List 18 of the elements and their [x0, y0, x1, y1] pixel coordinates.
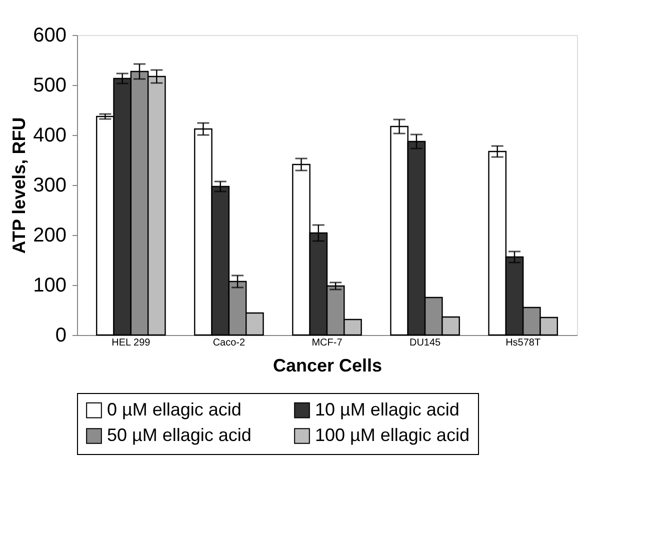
y-tick-label: 200 — [33, 224, 66, 246]
y-tick-label: 400 — [33, 124, 66, 146]
legend-label: 0 µM ellagic acid — [107, 399, 242, 420]
x-tick-label: DU145 — [409, 338, 442, 348]
x-tick-label: Caco-2 — [212, 338, 246, 348]
legend-label: 10 µM ellagic acid — [315, 399, 460, 420]
y-tick-label: 300 — [33, 174, 66, 196]
legend-label: 100 µM ellagic acid — [315, 425, 470, 445]
y-tick-label: 0 — [55, 324, 66, 346]
legend-label: 50 µM ellagic acid — [107, 425, 252, 445]
x-tick-label: MCF-7 — [312, 338, 343, 348]
x-axis-title: Cancer Cells — [272, 356, 382, 376]
y-tick-label: 500 — [33, 74, 66, 96]
x-tick-label: HEL 299 — [112, 338, 151, 348]
y-tick-label: 100 — [33, 274, 66, 296]
y-tick-label: 600 — [33, 24, 66, 46]
x-tick-label: Hs578T — [506, 338, 541, 348]
y-axis-title: ATP levels, RFU — [9, 117, 30, 254]
